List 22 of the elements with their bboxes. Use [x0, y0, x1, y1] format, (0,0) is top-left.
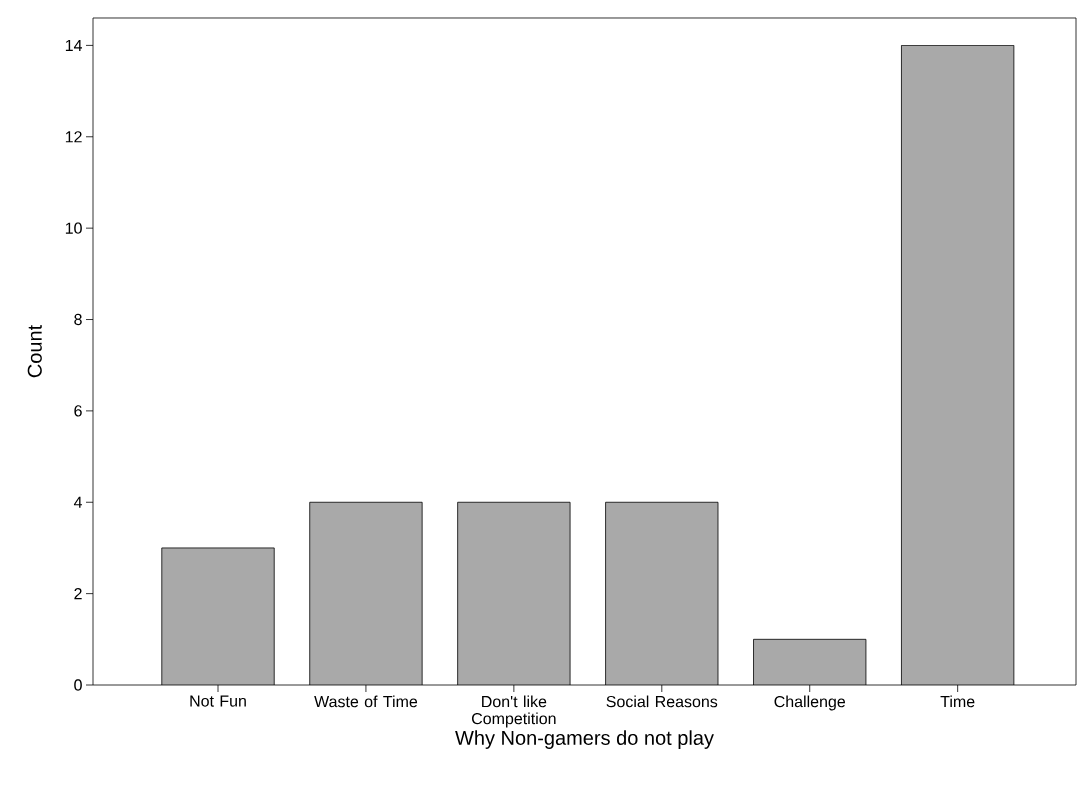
bar — [309, 502, 423, 685]
x-tick-label: Time — [940, 695, 975, 708]
x-tick-label: Challenge — [774, 695, 846, 711]
bar — [753, 639, 866, 685]
x-tick-label: Waste of Time — [314, 695, 418, 708]
x-axis-title: Why Non-gamers do not play — [455, 730, 714, 749]
x-tick-label: Social Reasons — [606, 695, 718, 708]
y-tick-label: 14 — [65, 39, 83, 51]
bar — [457, 502, 571, 685]
y-tick-label: 4 — [73, 496, 83, 508]
y-axis-title: Count — [27, 324, 42, 378]
x-tick-label: Don't like Competition — [471, 695, 556, 728]
y-tick-label: 6 — [74, 405, 82, 417]
bar — [605, 502, 719, 685]
bar — [161, 547, 275, 685]
x-tick-label: Not Fun — [190, 695, 246, 707]
y-tick-label: 12 — [65, 131, 82, 143]
y-tick-label: 8 — [74, 313, 82, 326]
y-tick-label: 10 — [65, 222, 82, 234]
bar — [901, 45, 1015, 685]
y-tick-label: 2 — [74, 588, 82, 600]
y-tick-label: 0 — [74, 679, 82, 691]
